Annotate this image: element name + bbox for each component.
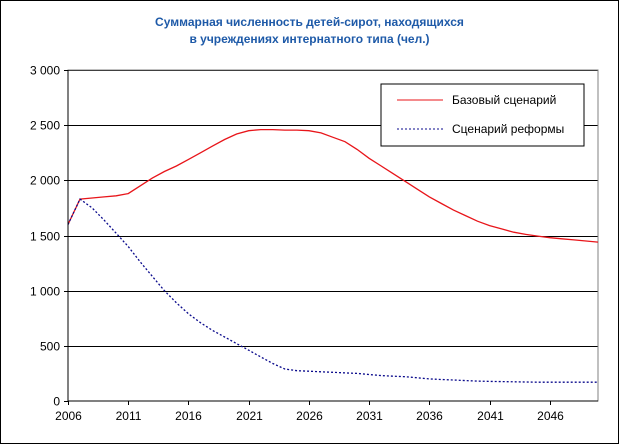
y-tick-label: 500 [40, 340, 60, 354]
x-tick-label: 2011 [116, 409, 142, 423]
x-tick-label: 2026 [296, 409, 323, 423]
x-tick-label: 2006 [55, 409, 82, 423]
chart-title: Суммарная численность детей-сирот, наход… [0, 14, 619, 48]
series-line-base [67, 128, 599, 243]
y-tick-label: 1 500 [30, 230, 60, 244]
legend-label-reform: Сценарий реформы [452, 122, 564, 136]
legend: Базовый сценарий Сценарий реформы [380, 83, 585, 147]
y-tick-label: 1 000 [30, 285, 60, 299]
x-tick-label: 2036 [416, 409, 443, 423]
legend-label-base: Базовый сценарий [452, 93, 556, 107]
y-ticks: 0 500 1 000 1 500 2 000 2 500 3 000 [30, 64, 68, 409]
x-ticks: 2006 2011 2016 2021 2026 2031 2036 2041 2046 [55, 401, 564, 423]
chart-title-line-1: Суммарная численность детей-сирот, наход… [155, 15, 464, 29]
legend-box [380, 83, 585, 147]
x-tick-label: 2046 [537, 409, 564, 423]
y-tick-label: 3 000 [30, 64, 60, 78]
x-tick-label: 2041 [477, 409, 504, 423]
x-tick-label: 2021 [236, 409, 263, 423]
x-tick-label: 2016 [175, 409, 202, 423]
x-tick-label: 2031 [356, 409, 383, 423]
chart-title-line-2: в учреждениях интернатного типа (чел.) [189, 32, 430, 46]
y-tick-label: 2 000 [30, 174, 60, 188]
y-tick-label: 2 500 [30, 119, 60, 133]
series-line-reform [67, 198, 598, 383]
series-layer [67, 128, 599, 383]
y-tick-label: 0 [53, 395, 60, 409]
